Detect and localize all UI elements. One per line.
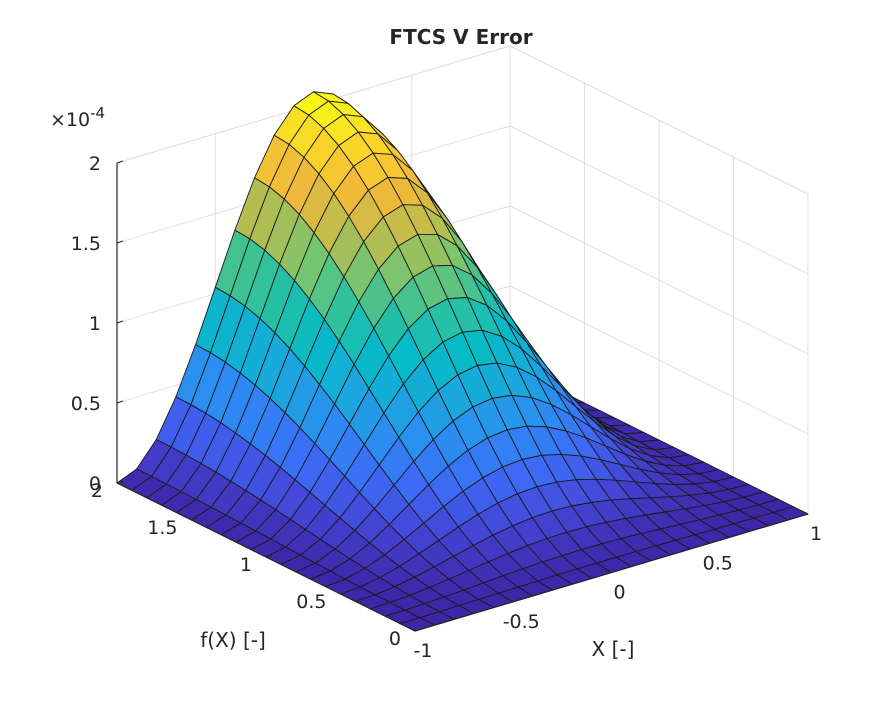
- x-tick-label: -0.5: [503, 611, 540, 633]
- x-tick-label: 0: [613, 582, 625, 604]
- z-tick-mark: [116, 320, 124, 324]
- z-tick-label: 0.5: [71, 393, 101, 415]
- x-tick-mark: [408, 627, 416, 632]
- z-tick-mark: [116, 480, 124, 484]
- y-tick-mark: [265, 554, 273, 558]
- y-axis-label: f(X) [-]: [200, 628, 266, 652]
- chart-title: FTCS V Error: [389, 25, 532, 49]
- y-tick-label: 2: [91, 480, 103, 502]
- surface-mesh: [116, 91, 809, 632]
- axes: [116, 160, 809, 632]
- y-tick-label: 1: [240, 554, 252, 576]
- z-tick-mark: [116, 400, 124, 404]
- x-tick-mark: [801, 510, 809, 515]
- y-tick-mark: [191, 517, 198, 521]
- z-multiplier: ×10-4: [50, 104, 105, 131]
- grid-line-z: [116, 45, 809, 195]
- y-tick-label: 0.5: [296, 591, 326, 613]
- x-tick-mark: [703, 539, 710, 544]
- x-tick-label: 1: [810, 523, 822, 545]
- z-tick-mark: [116, 160, 124, 164]
- y-tick-mark: [340, 591, 347, 595]
- x-axis-label: X [-]: [592, 637, 635, 661]
- x-tick-mark: [605, 569, 612, 573]
- z-tick-label: 1: [89, 313, 101, 335]
- z-tick-label: 2: [89, 153, 101, 175]
- z-tick-mark: [116, 240, 124, 244]
- x-tick-label: -1: [414, 640, 433, 662]
- y-tick-label: 0: [389, 628, 401, 650]
- y-tick-label: 1.5: [147, 517, 177, 539]
- x-tick-mark: [507, 598, 514, 603]
- x-tick-label: 0.5: [703, 552, 733, 574]
- z-tick-label: 0: [89, 473, 101, 495]
- y-tick-mark: [414, 628, 422, 632]
- z-tick-label: 1.5: [71, 233, 101, 255]
